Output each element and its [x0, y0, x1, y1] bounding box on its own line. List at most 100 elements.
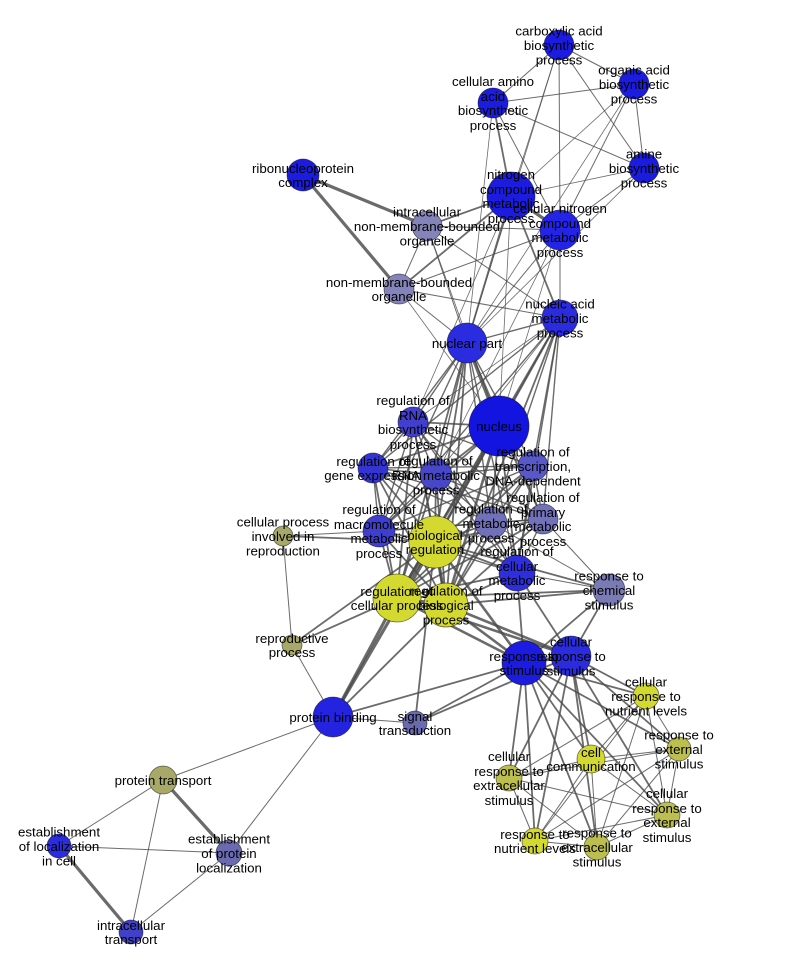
- svg-text:non-membrane-bounded: non-membrane-bounded: [354, 219, 500, 234]
- svg-text:cellular: cellular: [646, 786, 689, 801]
- svg-text:regulation of: regulation of: [376, 393, 449, 408]
- svg-text:cellular nitrogen: cellular nitrogen: [513, 201, 607, 216]
- svg-text:nutrient levels: nutrient levels: [605, 704, 687, 719]
- svg-text:organic acid: organic acid: [598, 63, 670, 78]
- svg-text:in cell: in cell: [42, 854, 76, 869]
- svg-text:regulation of: regulation of: [342, 502, 415, 517]
- svg-text:biosynthetic: biosynthetic: [599, 77, 670, 92]
- svg-text:biosynthetic: biosynthetic: [524, 38, 595, 53]
- svg-text:protein binding: protein binding: [289, 710, 376, 725]
- svg-text:transport: transport: [105, 932, 158, 947]
- svg-text:regulation of: regulation of: [480, 544, 553, 559]
- svg-text:metabolic: metabolic: [463, 516, 520, 531]
- svg-text:DNA-dependent: DNA-dependent: [485, 474, 581, 489]
- svg-text:process: process: [423, 613, 470, 628]
- svg-text:process: process: [621, 176, 668, 191]
- svg-text:regulation: regulation: [406, 542, 464, 557]
- svg-text:signal: signal: [398, 709, 433, 724]
- svg-text:biological: biological: [407, 528, 462, 543]
- svg-text:extracellular: extracellular: [473, 778, 545, 793]
- svg-text:establishment: establishment: [188, 832, 270, 847]
- svg-text:response to: response to: [536, 649, 605, 664]
- svg-text:response to: response to: [562, 826, 631, 841]
- svg-text:stimulus: stimulus: [485, 793, 534, 808]
- svg-text:stimulus: stimulus: [547, 664, 596, 679]
- svg-text:regulation of: regulation of: [399, 454, 472, 469]
- svg-text:process: process: [494, 588, 541, 603]
- svg-text:protein transport: protein transport: [115, 773, 212, 788]
- svg-text:stimulus: stimulus: [585, 598, 634, 613]
- svg-text:intracellular: intracellular: [97, 918, 166, 933]
- svg-text:organelle: organelle: [372, 289, 427, 304]
- svg-text:process: process: [413, 483, 460, 498]
- svg-text:compound: compound: [529, 216, 591, 231]
- svg-text:cellular: cellular: [550, 635, 593, 650]
- svg-text:reproductive: reproductive: [255, 631, 328, 646]
- svg-text:metabolic: metabolic: [532, 311, 589, 326]
- svg-text:response to: response to: [474, 764, 543, 779]
- svg-text:external: external: [643, 815, 690, 830]
- svg-text:involved in: involved in: [252, 529, 315, 544]
- svg-text:biosynthetic: biosynthetic: [609, 161, 680, 176]
- svg-text:regulation of: regulation of: [454, 502, 527, 517]
- svg-text:metabolic: metabolic: [489, 573, 546, 588]
- svg-text:acid: acid: [481, 89, 505, 104]
- svg-text:cellular process: cellular process: [237, 515, 330, 530]
- svg-text:nuclear part: nuclear part: [432, 336, 503, 351]
- svg-text:metabolic: metabolic: [515, 519, 572, 534]
- svg-text:process: process: [537, 245, 584, 260]
- svg-text:stimulus: stimulus: [573, 855, 622, 870]
- svg-text:transcription,: transcription,: [495, 459, 571, 474]
- svg-text:process: process: [537, 326, 584, 341]
- svg-text:transduction: transduction: [379, 723, 451, 738]
- svg-text:process: process: [356, 546, 403, 561]
- svg-text:process: process: [390, 437, 437, 452]
- svg-text:response to: response to: [574, 569, 643, 584]
- svg-text:nitrogen: nitrogen: [487, 167, 535, 182]
- svg-text:extracellular: extracellular: [561, 840, 633, 855]
- svg-text:process: process: [269, 645, 316, 660]
- svg-text:RNA: RNA: [399, 408, 427, 423]
- svg-text:response to: response to: [500, 827, 569, 842]
- svg-text:intracellular: intracellular: [393, 205, 462, 220]
- svg-text:external: external: [655, 742, 702, 757]
- svg-text:biosynthetic: biosynthetic: [378, 422, 449, 437]
- svg-text:biosynthetic: biosynthetic: [458, 103, 529, 118]
- svg-text:response to: response to: [644, 728, 713, 743]
- svg-text:carboxylic acid: carboxylic acid: [515, 24, 602, 39]
- svg-text:of protein: of protein: [201, 846, 256, 861]
- svg-text:biological: biological: [418, 598, 473, 613]
- svg-text:regulation of: regulation of: [409, 584, 482, 599]
- svg-text:regulation of: regulation of: [496, 445, 569, 460]
- svg-text:process: process: [536, 53, 583, 68]
- svg-text:chemical: chemical: [583, 583, 636, 598]
- svg-text:cell: cell: [581, 745, 601, 760]
- svg-text:organelle: organelle: [400, 234, 455, 249]
- svg-text:compound: compound: [480, 182, 542, 197]
- svg-text:localization: localization: [196, 861, 262, 876]
- svg-text:stimulus: stimulus: [643, 830, 692, 845]
- svg-text:response to: response to: [632, 801, 701, 816]
- svg-text:reproduction: reproduction: [246, 544, 320, 559]
- svg-text:response to: response to: [611, 689, 680, 704]
- svg-text:process: process: [470, 118, 517, 133]
- svg-text:metabolic: metabolic: [532, 230, 589, 245]
- svg-text:stimulus: stimulus: [500, 663, 549, 678]
- svg-text:amine: amine: [626, 147, 662, 162]
- svg-text:establishment: establishment: [18, 825, 100, 840]
- svg-text:stimulus: stimulus: [655, 757, 704, 772]
- svg-text:nucleic acid: nucleic acid: [525, 297, 594, 312]
- svg-text:non-membrane-bounded: non-membrane-bounded: [326, 275, 472, 290]
- svg-text:ribonucleoprotein: ribonucleoprotein: [252, 161, 354, 176]
- svg-text:cellular: cellular: [488, 749, 531, 764]
- svg-text:of localization: of localization: [19, 839, 100, 854]
- svg-text:complex: complex: [278, 175, 328, 190]
- svg-text:cellular: cellular: [625, 675, 668, 690]
- svg-text:RNA metabolic: RNA metabolic: [392, 468, 480, 483]
- svg-text:communication: communication: [546, 759, 635, 774]
- svg-text:cellular amino: cellular amino: [452, 74, 534, 89]
- svg-text:metabolic: metabolic: [351, 531, 408, 546]
- svg-text:cellular: cellular: [496, 559, 539, 574]
- svg-text:nucleus: nucleus: [476, 419, 522, 434]
- svg-text:process: process: [611, 92, 658, 107]
